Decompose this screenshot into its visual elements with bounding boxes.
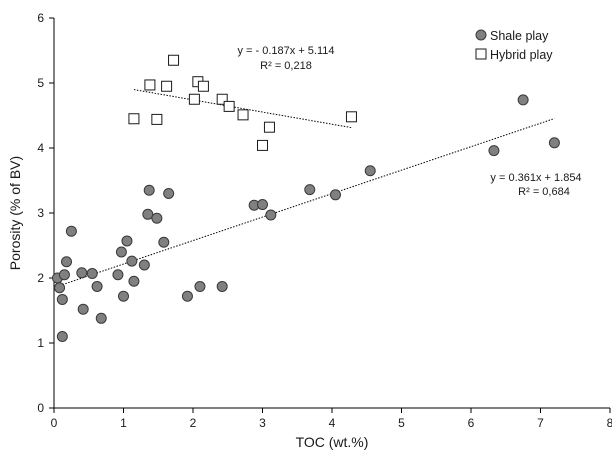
legend: Shale play Hybrid play bbox=[475, 29, 553, 62]
legend-hybrid-label: Hybrid play bbox=[490, 48, 553, 62]
shale-data-point bbox=[56, 331, 68, 342]
shale-trend-equation: y = 0.361x + 1.854 bbox=[490, 172, 581, 184]
hybrid-trend-equation: y = - 0.187x + 5.114 bbox=[237, 45, 334, 57]
data-points bbox=[51, 54, 560, 342]
x-tick-label: 4 bbox=[329, 416, 336, 430]
y-tick-label: 5 bbox=[37, 76, 44, 90]
x-tick-label: 8 bbox=[607, 416, 612, 430]
y-tick-label: 1 bbox=[37, 336, 44, 350]
shale-data-point bbox=[142, 208, 154, 220]
trendlines bbox=[53, 89, 555, 288]
shale-data-point bbox=[86, 267, 98, 279]
y-tick-label: 3 bbox=[37, 206, 44, 220]
hybrid-data-point bbox=[263, 121, 275, 133]
shale-data-point bbox=[265, 209, 277, 221]
hybrid-data-point bbox=[345, 111, 357, 123]
shale-data-point bbox=[95, 312, 107, 324]
shale-data-point bbox=[121, 235, 133, 247]
x-axis-ticks: 0 1 2 3 4 5 6 7 8 bbox=[51, 408, 612, 430]
shale-data-point bbox=[91, 280, 103, 292]
hybrid-data-point bbox=[237, 109, 249, 121]
shale-data-point bbox=[138, 259, 150, 271]
shale-data-point bbox=[304, 184, 316, 196]
shale-data-point bbox=[158, 236, 170, 248]
x-tick-label: 0 bbox=[51, 416, 58, 430]
shale-data-point bbox=[115, 246, 127, 258]
shale-data-point bbox=[548, 137, 560, 149]
shale-trend-r2: R² = 0,684 bbox=[518, 186, 570, 198]
hybrid-data-point bbox=[188, 93, 200, 105]
shale-data-point bbox=[488, 145, 500, 157]
shale-data-point bbox=[257, 199, 268, 211]
hybrid-data-point bbox=[161, 80, 173, 92]
shale-data-point bbox=[77, 303, 89, 315]
x-tick-label: 6 bbox=[468, 416, 475, 430]
y-tick-label: 4 bbox=[37, 141, 44, 155]
y-axis-title: Porosity (% of BV) bbox=[7, 156, 23, 270]
shale-data-point bbox=[54, 282, 66, 294]
hybrid-data-point bbox=[257, 139, 268, 151]
hybrid-data-point bbox=[151, 113, 163, 125]
shale-data-point bbox=[163, 188, 175, 199]
legend-shale-label: Shale play bbox=[490, 29, 549, 43]
shale-data-point bbox=[126, 255, 138, 267]
plot-area: 0 1 2 3 4 5 6 7 8 0 1 2 3 4 5 6 bbox=[37, 11, 612, 430]
y-tick-label: 2 bbox=[37, 271, 44, 285]
shale-data-point bbox=[181, 290, 193, 302]
x-tick-label: 3 bbox=[259, 416, 266, 430]
hybrid-data-point bbox=[128, 113, 140, 125]
shale-data-point bbox=[112, 269, 124, 281]
hybrid-data-point bbox=[168, 54, 180, 66]
legend-shale-marker bbox=[475, 29, 487, 41]
hybrid-data-point bbox=[144, 79, 156, 91]
x-tick-label: 2 bbox=[190, 416, 197, 430]
x-tick-label: 7 bbox=[537, 416, 544, 430]
shale-data-point bbox=[143, 184, 155, 196]
x-axis-title: TOC (wt.%) bbox=[296, 434, 369, 450]
shale-data-point bbox=[517, 94, 529, 106]
shale-data-point bbox=[76, 267, 88, 279]
y-axis-ticks: 0 1 2 3 4 5 6 bbox=[37, 11, 54, 415]
shale-trendline bbox=[53, 118, 555, 288]
y-tick-label: 0 bbox=[37, 401, 44, 415]
shale-data-point bbox=[216, 280, 228, 292]
hybrid-data-point bbox=[197, 80, 209, 92]
shale-data-point bbox=[364, 165, 376, 177]
x-tick-label: 1 bbox=[120, 416, 127, 430]
hybrid-trendline bbox=[133, 89, 352, 129]
shale-data-point bbox=[65, 225, 77, 237]
shale-data-point bbox=[128, 275, 140, 287]
shale-data-point bbox=[58, 269, 70, 281]
hybrid-trend-r2: R² = 0,218 bbox=[260, 60, 312, 72]
shale-data-point bbox=[329, 189, 341, 201]
shale-data-point bbox=[56, 293, 68, 305]
hybrid-data-point bbox=[216, 93, 228, 105]
legend-hybrid-marker bbox=[475, 48, 487, 60]
shale-data-point bbox=[151, 212, 163, 224]
y-tick-label: 6 bbox=[37, 11, 44, 25]
shale-data-point bbox=[118, 290, 129, 302]
shale-data-point bbox=[61, 256, 73, 268]
shale-data-point bbox=[194, 280, 206, 292]
x-tick-label: 5 bbox=[398, 416, 405, 430]
hybrid-data-point bbox=[223, 100, 235, 112]
